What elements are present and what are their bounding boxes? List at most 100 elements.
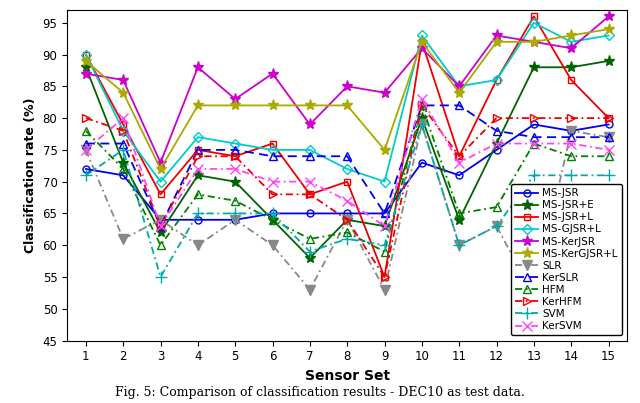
HFM [119,166,127,171]
MS-KerJSR [530,39,538,44]
Line: SVM: SVM [80,119,614,283]
KerSVM [157,224,164,229]
MS-JSR+L [530,14,538,19]
MS-JSR+E [530,65,538,70]
MS-JSR [530,122,538,127]
SVM [418,122,426,127]
SLR [418,122,426,127]
Line: MS-JSR: MS-JSR [83,121,612,223]
MS-JSR+E [157,230,164,235]
MS-KerJSR [157,160,164,165]
SLR [456,243,463,247]
HFM [344,230,351,235]
SVM [82,173,90,178]
HFM [194,192,202,197]
SLR [306,287,314,292]
MS-JSR [306,211,314,216]
KerSLR [344,154,351,159]
MS-KerJSR [418,46,426,51]
MS-GJSR+L [82,52,90,57]
MS-KerJSR [493,33,500,38]
MS-JSR [269,211,276,216]
HFM [605,154,612,159]
MS-KerJSR [381,90,388,95]
SVM [493,224,500,229]
SLR [232,217,239,222]
KerSLR [456,103,463,108]
HFM [82,129,90,133]
KerHFM [232,154,239,159]
Line: MS-KerJSR: MS-KerJSR [80,11,614,168]
MS-GJSR+L [306,147,314,152]
MS-GJSR+L [344,166,351,171]
MS-JSR+E [344,217,351,222]
KerSLR [194,147,202,152]
MS-KerGJSR+L [269,103,276,108]
MS-KerGJSR+L [456,90,463,95]
Line: MS-JSR+E: MS-JSR+E [80,55,614,264]
MS-JSR+L [269,141,276,146]
MS-GJSR+L [381,179,388,184]
MS-GJSR+L [269,147,276,152]
Line: MS-KerGJSR+L: MS-KerGJSR+L [80,24,614,174]
Line: KerSVM: KerSVM [81,94,613,231]
SVM [269,211,276,216]
MS-KerGJSR+L [418,39,426,44]
KerHFM [269,192,276,197]
SLR [157,217,164,222]
HFM [157,243,164,247]
KerHFM [306,192,314,197]
SVM [605,173,612,178]
SLR [194,243,202,247]
SLR [530,294,538,299]
KerHFM [157,224,164,229]
MS-KerGJSR+L [82,58,90,63]
Line: KerHFM: KerHFM [82,101,612,281]
SVM [157,274,164,279]
MS-JSR+L [418,39,426,44]
KerHFM [493,116,500,120]
MS-JSR [605,122,612,127]
MS-KerJSR [344,84,351,89]
SVM [344,237,351,241]
KerSVM [605,147,612,152]
MS-JSR+L [82,52,90,57]
MS-KerGJSR+L [344,103,351,108]
KerSLR [157,224,164,229]
MS-KerGJSR+L [194,103,202,108]
MS-JSR+L [157,192,164,197]
Line: MS-GJSR+L: MS-GJSR+L [83,19,612,185]
KerSLR [119,141,127,146]
MS-KerJSR [568,46,575,51]
MS-JSR [119,173,127,178]
MS-JSR+E [493,141,500,146]
MS-KerJSR [456,84,463,89]
MS-JSR+E [194,173,202,178]
SLR [269,243,276,247]
KerSVM [381,224,388,229]
HFM [232,198,239,203]
SLR [381,287,388,292]
MS-KerGJSR+L [157,166,164,171]
KerHFM [418,103,426,108]
MS-JSR+E [232,179,239,184]
KerSLR [82,141,90,146]
MS-JSR+E [82,65,90,70]
Line: HFM: HFM [82,101,612,256]
Line: MS-JSR+L: MS-JSR+L [83,13,612,280]
MS-JSR [232,217,239,222]
MS-JSR+L [568,77,575,82]
SLR [493,224,500,229]
MS-JSR [418,160,426,165]
KerSVM [306,179,314,184]
KerHFM [456,154,463,159]
MS-GJSR+L [418,33,426,38]
SVM [306,249,314,254]
KerSVM [493,141,500,146]
HFM [493,205,500,210]
KerSVM [269,179,276,184]
MS-JSR [381,211,388,216]
HFM [381,249,388,254]
MS-JSR [493,147,500,152]
MS-KerGJSR+L [568,33,575,38]
